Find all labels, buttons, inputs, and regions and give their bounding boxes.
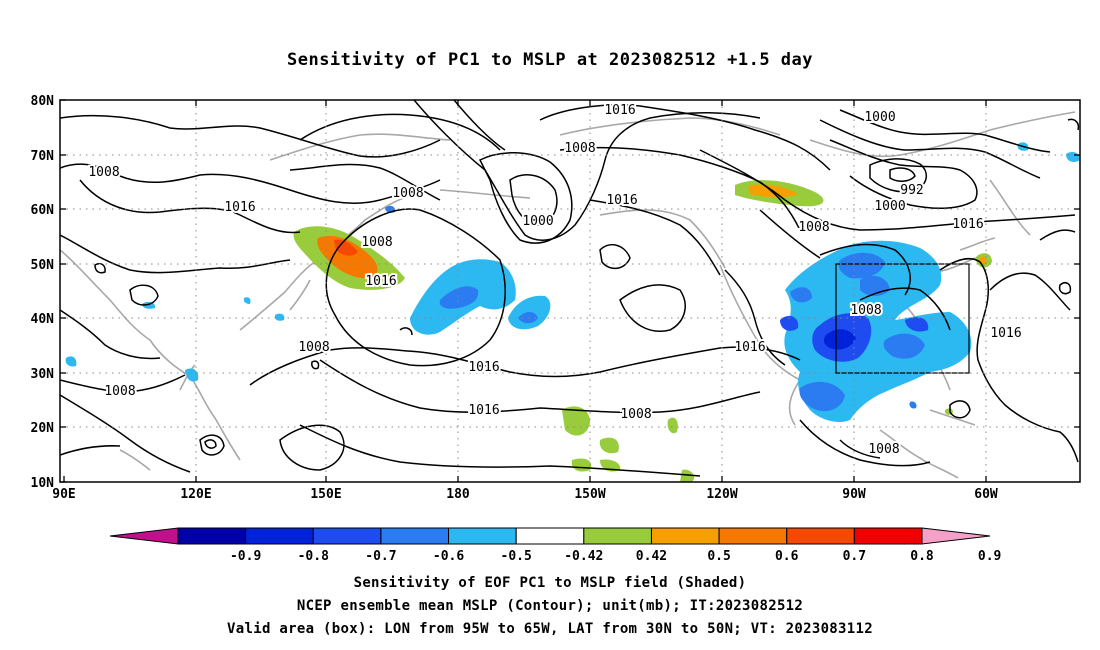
contour-label: 1016 — [224, 200, 255, 215]
contour-label: 1016 — [604, 103, 635, 118]
colorbar-label: 0.7 — [843, 549, 866, 564]
lat-label: 40N — [31, 312, 55, 327]
lon-label: 60W — [974, 487, 998, 502]
lon-label: 120E — [180, 487, 211, 502]
contour-label: 992 — [900, 183, 923, 198]
colorbar-label: -0.6 — [433, 549, 464, 564]
lat-labels: 80N 70N 60N 50N 40N 30N 20N 10N — [31, 94, 55, 491]
colorbar-max-arrow — [921, 527, 991, 545]
positive-patch-pacific-6 — [680, 469, 695, 482]
lon-label: 90E — [52, 487, 75, 502]
colorbar-box — [448, 527, 517, 545]
positive-patch-pacific-3 — [571, 458, 592, 472]
positive-patch-kamchatka-peak — [334, 239, 358, 256]
sensitivity-shading — [65, 142, 1080, 482]
contour-label: 1016 — [468, 403, 499, 418]
colorbar-label: 0.9 — [978, 549, 1001, 564]
tick-marks — [60, 99, 1080, 483]
colorbar-box — [515, 527, 585, 545]
contour-label: 1016 — [606, 193, 637, 208]
lon-label: 150W — [574, 487, 605, 502]
contour-label: 1016 — [365, 274, 396, 289]
colorbar-label: -0.9 — [230, 549, 261, 564]
colorbar-box — [650, 527, 720, 545]
contour-label: 1008 — [361, 235, 392, 250]
contour-label: 1008 — [104, 384, 135, 399]
colorbar-box — [583, 527, 652, 545]
negative-patch-north-america — [784, 240, 972, 422]
lat-label: 30N — [31, 367, 55, 382]
colorbar-box — [177, 527, 247, 545]
plot-frame — [59, 99, 1081, 483]
contour-label: 1016 — [468, 360, 499, 375]
lon-label: 180 — [446, 487, 470, 502]
colorbar-label: 0.42 — [636, 549, 667, 564]
positive-patch-pacific-2 — [599, 437, 619, 454]
colorbar-box — [312, 527, 382, 545]
contour-label: 1008 — [620, 407, 651, 422]
caption-shading: Sensitivity of EOF PC1 to MSLP field (Sh… — [353, 575, 747, 591]
colorbar-labels: -0.9 -0.8 -0.7 -0.6 -0.5 -0.42 0.42 0.5 0.6 0.7 0.… — [230, 549, 1001, 564]
positive-patch-pacific-1 — [562, 406, 590, 436]
colorbar-box — [718, 527, 788, 545]
colorbar-label: 0.8 — [910, 549, 934, 564]
contour-label: 1008 — [88, 165, 119, 180]
valid-area-box — [835, 263, 970, 374]
lat-label: 60N — [31, 203, 55, 218]
lat-label: 10N — [31, 476, 55, 491]
lat-label: 80N — [31, 94, 55, 109]
colorbar-box — [380, 527, 450, 545]
contour-label: 1008 — [850, 303, 881, 318]
colorbar-label: -0.5 — [501, 549, 532, 564]
lon-label: 150E — [310, 487, 341, 502]
contour-label: 1008 — [564, 141, 595, 156]
contour-label: 1008 — [798, 220, 829, 235]
contour-label: 1016 — [990, 326, 1021, 341]
positive-patch-pacific-5 — [667, 417, 678, 434]
colorbar-label: -0.7 — [365, 549, 396, 564]
lat-lon-grid — [60, 100, 1080, 482]
lat-label: 50N — [31, 258, 55, 273]
colorbar-box — [245, 527, 314, 545]
colorbar-box — [786, 527, 855, 545]
colorbar-label: 0.6 — [775, 549, 799, 564]
colorbar-min-arrow — [109, 527, 179, 545]
colorbar-label: -0.8 — [298, 549, 329, 564]
caption-valid-area: Valid area (box): LON from 95W to 65W, L… — [227, 621, 873, 637]
mslp-contours — [60, 100, 1080, 477]
chart-title: Sensitivity of PC1 to MSLP at 2023082512… — [286, 50, 813, 70]
contour-label: 1016 — [952, 217, 983, 232]
colorbar-label: 0.5 — [707, 549, 730, 564]
colorbar-label: -0.42 — [564, 549, 603, 564]
lon-label: 90W — [842, 487, 866, 502]
caption-contour: NCEP ensemble mean MSLP (Contour); unit(… — [296, 598, 804, 614]
positive-patch-kamchatka-core — [317, 235, 378, 279]
lat-label: 70N — [31, 149, 55, 164]
lon-label: 120W — [706, 487, 737, 502]
contour-label: 1000 — [874, 199, 905, 214]
contour-label: 1000 — [522, 214, 553, 229]
contour-label: 1008 — [392, 186, 423, 201]
contour-label: 1008 — [868, 442, 899, 457]
colorbar — [109, 527, 991, 545]
lon-labels: 90E 120E 150E 180 150W 120W 90W 60W — [52, 487, 998, 502]
contour-label: 1000 — [864, 110, 895, 125]
contour-label: 1008 — [298, 340, 329, 355]
lat-label: 20N — [31, 421, 55, 436]
colorbar-box — [853, 527, 923, 545]
contour-label: 1016 — [734, 340, 765, 355]
